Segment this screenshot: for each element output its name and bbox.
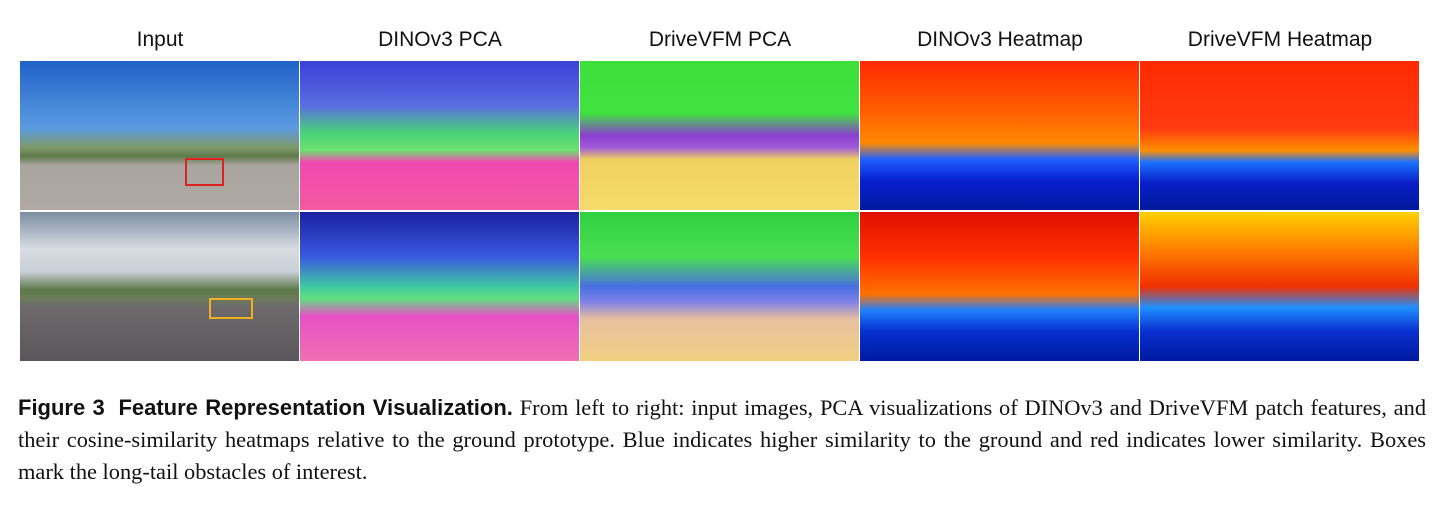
figure-caption: Figure 3 Feature Representation Visualiz… bbox=[18, 392, 1426, 488]
obstacle-box bbox=[209, 298, 253, 319]
obstacle-box bbox=[185, 158, 224, 186]
input-image bbox=[20, 61, 299, 210]
pca-image bbox=[580, 212, 859, 361]
column-header: DINOv3 Heatmap bbox=[917, 28, 1083, 51]
heatmap-image bbox=[860, 212, 1139, 361]
column-header: DriveVFM PCA bbox=[648, 28, 792, 51]
heatmap-image bbox=[1140, 61, 1419, 210]
caption-text: From left to right: input images, PCA vi… bbox=[18, 395, 1427, 484]
caption-title: Feature Representation Visualization. bbox=[118, 395, 513, 420]
input-image bbox=[20, 212, 299, 361]
caption-label: Figure 3 bbox=[18, 395, 105, 420]
column-header: Input bbox=[136, 28, 184, 51]
pca-image bbox=[580, 61, 859, 210]
pca-image bbox=[300, 61, 579, 210]
heatmap-image bbox=[1140, 212, 1419, 361]
column-header: DINOv3 PCA bbox=[378, 28, 502, 51]
column-header: DriveVFM Heatmap bbox=[1187, 28, 1373, 51]
pca-image bbox=[300, 212, 579, 361]
heatmap-image bbox=[860, 61, 1139, 210]
